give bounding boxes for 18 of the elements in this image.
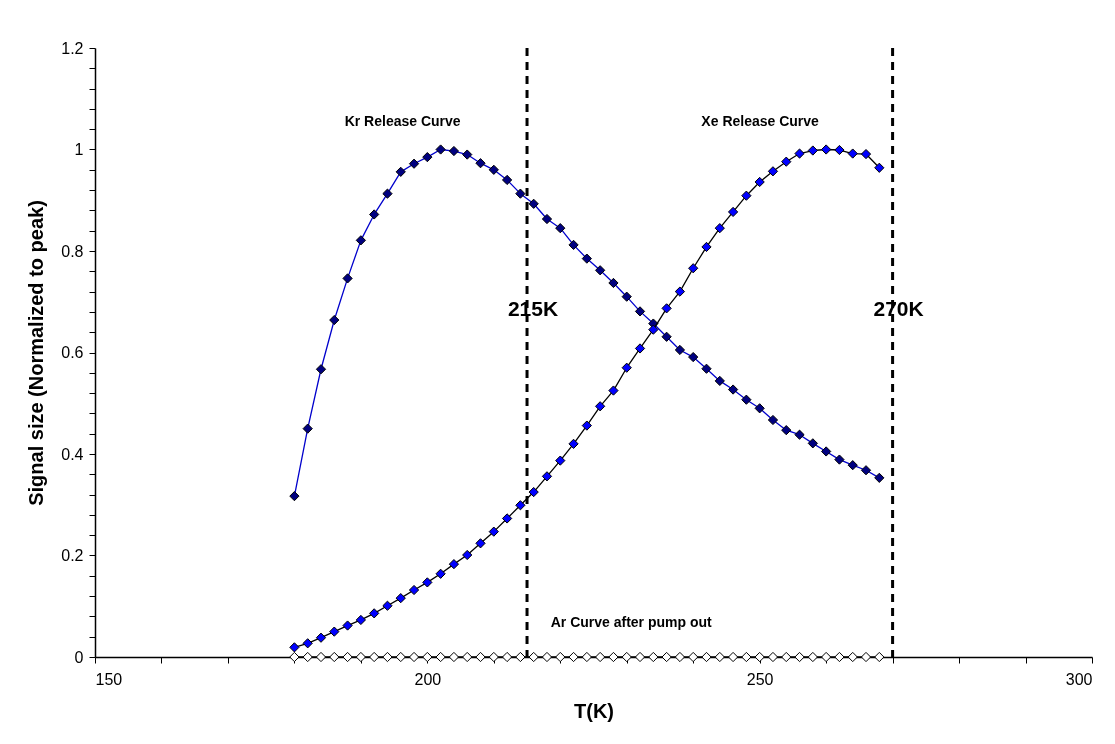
ref-line-label: 270K <box>873 297 924 320</box>
x-tick-label: 200 <box>414 670 442 688</box>
y-axis-title: Signal size (Normalized to peak) <box>25 200 48 506</box>
x-axis-title: T(K) <box>574 699 614 722</box>
y-tick-label: 0.8 <box>61 242 84 260</box>
ref-line-label: 215K <box>507 297 559 320</box>
y-tick-label: 1.2 <box>61 39 84 57</box>
y-tick-label: 1 <box>74 141 84 158</box>
y-tick-label: 0.6 <box>61 344 84 361</box>
series-label: Ar Curve after pump out <box>550 614 713 630</box>
y-tick-label: 0 <box>74 648 84 666</box>
y-tick-label: 0.4 <box>61 445 84 463</box>
y-tick-label: 0.2 <box>61 547 84 564</box>
x-tick-label: 300 <box>1065 670 1093 688</box>
series-label: Kr Release Curve <box>344 112 461 129</box>
x-tick-label: 150 <box>95 670 123 688</box>
x-tick-label: 250 <box>746 670 774 688</box>
series-label: Xe Release Curve <box>701 112 820 129</box>
